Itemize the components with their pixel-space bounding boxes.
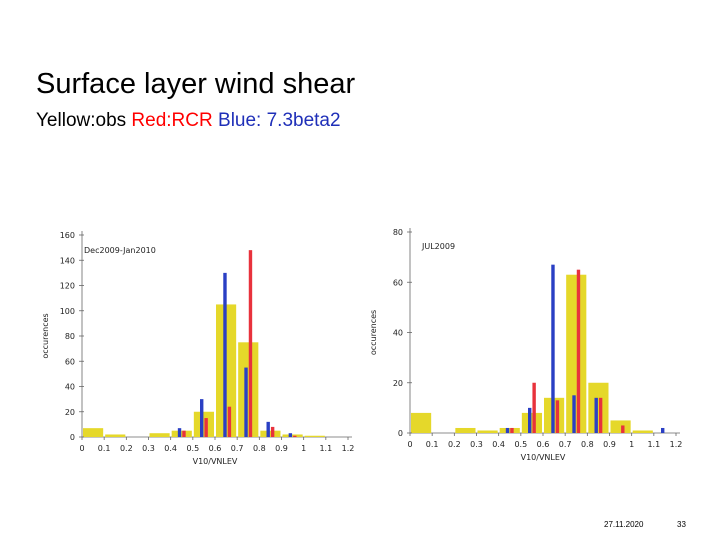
x-tick-label: 1.1 (647, 440, 660, 449)
chart-period-label: Dec2009-Jan2010 (84, 246, 156, 255)
bar-obs-6 (238, 342, 259, 437)
x-tick-label: 0.6 (537, 440, 550, 449)
y-tick-label: 140 (60, 256, 75, 265)
y-tick-label: 60 (65, 357, 75, 366)
y-tick-label: 60 (393, 278, 403, 287)
chart-dec-jan: 0 20 40 60 80 100 120 140 160 0 0.1 0.2 0.3 0.4 0.5 0.6… (41, 231, 355, 466)
y-axis-label: occurences (41, 313, 50, 358)
bar-rcr-4 (270, 426, 275, 437)
bar-rcr-3 (248, 250, 253, 437)
bar-obs-8 (610, 420, 631, 433)
bar-rcr-5 (293, 435, 297, 437)
bar-blue-5 (661, 427, 665, 433)
bar-obs-7 (588, 382, 609, 433)
bar-obs-6 (566, 274, 587, 433)
bar-blue-3 (244, 367, 248, 437)
x-tick-label: 1 (629, 440, 634, 449)
bar-obs-3 (171, 430, 192, 437)
x-tick-label: 0.5 (186, 444, 199, 453)
x-tick-label: 0.8 (581, 440, 594, 449)
bar-blue-1 (200, 399, 204, 437)
slide-title: Surface layer wind shear (36, 68, 356, 100)
x-tick-label: 0.1 (98, 444, 111, 453)
x-tick-label: 0.7 (231, 444, 244, 453)
x-tick-label: 0.7 (559, 440, 572, 449)
bar-blue-2 (223, 272, 227, 437)
bar-blue-4 (266, 421, 270, 437)
x-tick-label: 0.5 (514, 440, 527, 449)
bar-blue-4 (594, 397, 598, 433)
footer-date: 27.11.2020 (604, 520, 644, 529)
bar-blue-2 (551, 264, 555, 433)
x-tick-label: 0.9 (603, 440, 616, 449)
x-tick-label: 0 (79, 444, 84, 453)
y-tick-label: 40 (65, 383, 75, 392)
bar-obs-1 (455, 427, 476, 433)
bar-obs-2 (477, 430, 498, 433)
x-tick-label: 1.1 (319, 444, 332, 453)
y-tick-label: 80 (65, 332, 75, 341)
bar-obs-8 (282, 434, 303, 437)
bar-obs-4 (521, 412, 542, 433)
bar-obs-0 (83, 428, 104, 437)
legend-blue: Blue: 7.3beta2 (218, 110, 341, 131)
bar-rcr-1 (204, 418, 208, 437)
y-axis-label: occurences (369, 310, 378, 355)
bar-rcr-4 (598, 397, 603, 433)
bar-obs-7 (260, 430, 281, 437)
y-tick-label: 160 (60, 231, 75, 240)
x-axis-label: V10/VNLEV (521, 453, 566, 462)
x-tick-label: 0 (407, 440, 412, 449)
y-tick-label: 20 (65, 408, 75, 417)
bar-rcr-5 (621, 425, 625, 433)
bar-obs-9 (632, 430, 653, 433)
bar-blue-0 (177, 428, 182, 437)
bar-obs-3 (499, 427, 520, 433)
y-tick-label: 100 (60, 307, 75, 316)
x-tick-label: 1.2 (670, 440, 683, 449)
x-tick-label: 0.2 (448, 440, 461, 449)
bar-rcr-0 (182, 430, 186, 437)
x-axis-label: V10/VNLEV (193, 457, 238, 466)
y-tick-label: 20 (393, 379, 403, 388)
chart-period-label: JUL2009 (421, 242, 455, 251)
bar-obs-4 (193, 411, 214, 437)
x-tick-label: 1.2 (342, 444, 355, 453)
bar-obs-2 (149, 433, 170, 437)
y-tick-label: 80 (393, 228, 403, 237)
bar-rcr-0 (510, 427, 514, 433)
bar-blue-5 (288, 433, 293, 437)
x-tick-label: 0.2 (120, 444, 133, 453)
bar-blue-1 (528, 407, 532, 433)
x-tick-label: 0.4 (164, 444, 177, 453)
slide-legend: Yellow:obs Red:RCR Blue: 7.3beta2 (36, 110, 341, 132)
chart-jul: 0 20 40 60 80 0 0.1 0.2 0.3 0.4 0.5 0.6 0.7 0.8 0.9 1 1.… (369, 228, 683, 462)
x-tick-label: 0.9 (275, 444, 288, 453)
bar-rcr-1 (532, 382, 536, 433)
bar-obs-9 (304, 435, 325, 437)
x-tick-label: 0.3 (470, 440, 483, 449)
x-tick-label: 0.4 (492, 440, 505, 449)
y-tick-label: 0 (398, 429, 403, 438)
legend-rcr: Red:RCR (131, 110, 213, 131)
x-tick-label: 1 (301, 444, 306, 453)
bar-obs-1 (105, 434, 126, 437)
x-tick-label: 0.3 (142, 444, 155, 453)
y-tick-label: 0 (70, 433, 75, 442)
bar-rcr-2 (555, 400, 560, 433)
x-tick-label: 0.6 (209, 444, 222, 453)
bar-blue-0 (505, 427, 510, 433)
x-tick-label: 0.1 (426, 440, 439, 449)
footer-page-number: 33 (677, 520, 686, 529)
bar-rcr-3 (576, 269, 581, 433)
bar-obs-0 (411, 412, 432, 433)
y-tick-label: 40 (393, 329, 403, 338)
bar-rcr-2 (227, 406, 232, 437)
x-tick-label: 0.8 (253, 444, 266, 453)
bar-blue-3 (572, 395, 576, 433)
legend-obs: Yellow:obs (36, 110, 127, 131)
y-tick-label: 120 (60, 282, 75, 291)
